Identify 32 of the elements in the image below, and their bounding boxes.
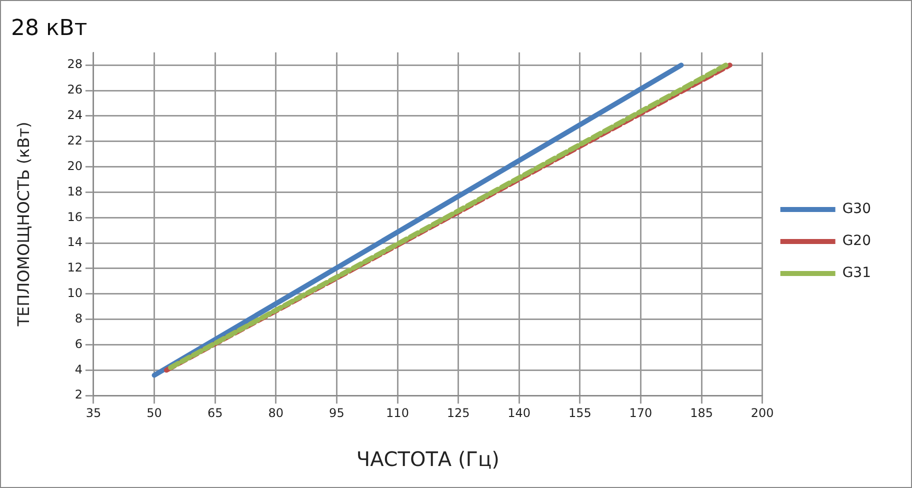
x-tick-label: 200 xyxy=(750,406,774,420)
y-tick-label: 2 xyxy=(74,388,82,402)
y-tick-label: 26 xyxy=(67,82,82,97)
y-tick-label: 10 xyxy=(67,286,82,300)
y-tick-label: 22 xyxy=(67,134,82,148)
x-tick-label: 170 xyxy=(629,406,652,420)
x-tick-label: 155 xyxy=(568,406,592,420)
y-tick-label: 24 xyxy=(67,108,82,122)
x-tick-label: 185 xyxy=(690,406,713,420)
x-tick-label: 140 xyxy=(508,406,531,420)
legend-label: G30 xyxy=(842,201,872,218)
y-tick-label: 28 xyxy=(67,57,82,72)
chart-title: 28 кВт xyxy=(11,16,88,41)
y-tick-label: 18 xyxy=(67,184,82,198)
x-tick-label: 80 xyxy=(268,406,284,420)
y-axis-title: ТЕПЛОМОЩНОСТЬ (кВт) xyxy=(14,122,33,328)
legend-label: G31 xyxy=(842,265,872,282)
x-tick-label: 35 xyxy=(86,406,102,420)
x-axis-title: ЧАСТОТА (Гц) xyxy=(356,447,500,472)
y-tick-label: 12 xyxy=(67,260,82,275)
x-tick-label: 65 xyxy=(207,406,223,420)
legend-label: G20 xyxy=(842,233,872,250)
x-tick-label: 125 xyxy=(446,406,470,420)
y-tick-label: 16 xyxy=(67,210,82,224)
y-tick-label: 8 xyxy=(74,311,82,326)
y-tick-label: 14 xyxy=(67,235,82,250)
y-tick-label: 4 xyxy=(74,362,82,376)
y-tick-label: 6 xyxy=(74,336,82,351)
y-tick-label: 20 xyxy=(67,158,82,173)
x-tick-label: 110 xyxy=(386,406,409,420)
x-tick-label: 50 xyxy=(146,406,162,420)
x-tick-label: 95 xyxy=(329,406,344,420)
